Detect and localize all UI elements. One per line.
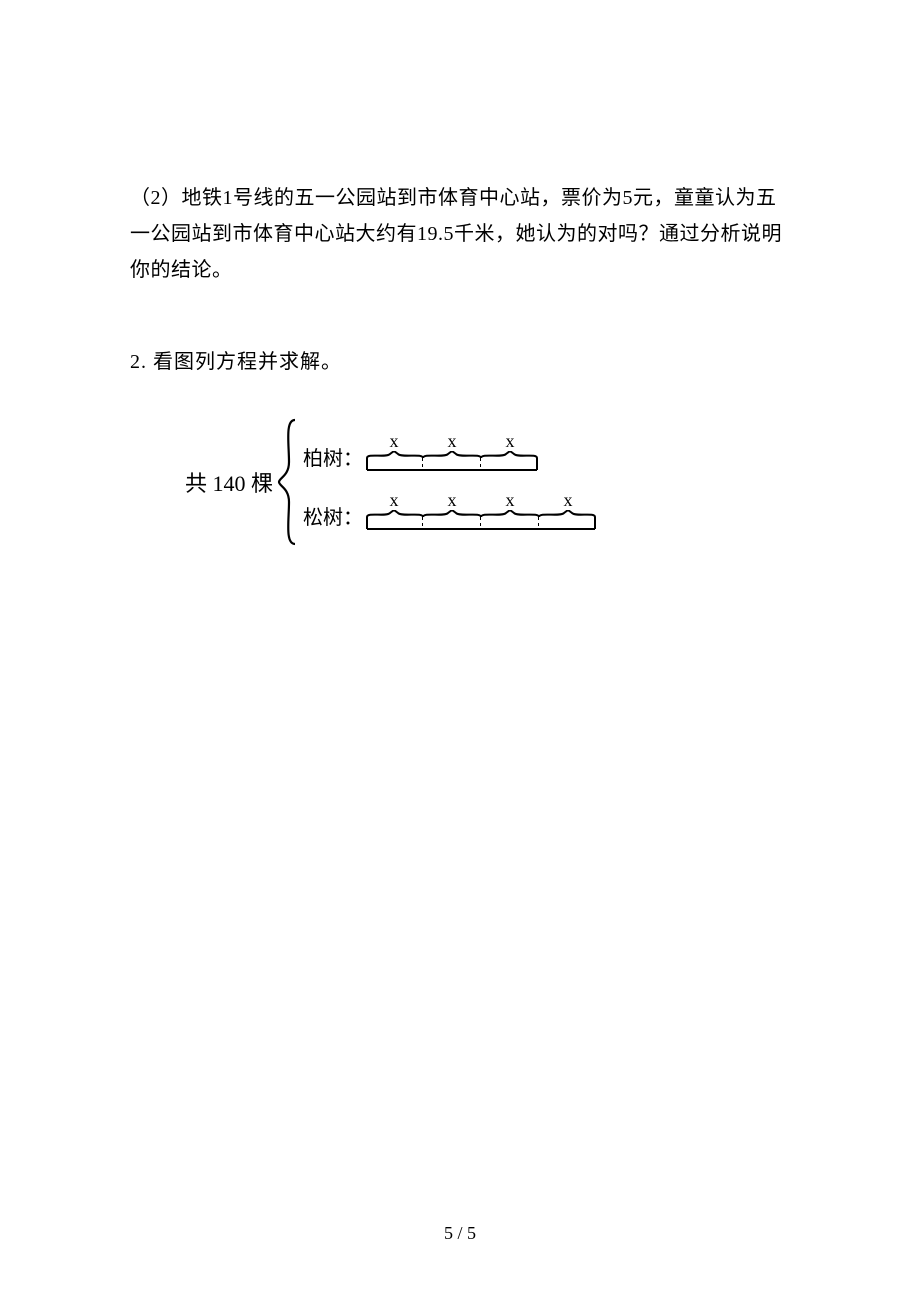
- segment: x: [539, 491, 597, 532]
- diagram-total-label: 共 140 棵: [185, 466, 273, 498]
- segment: x: [481, 432, 539, 473]
- segment-var-label: x: [390, 432, 399, 450]
- left-brace: [275, 416, 299, 548]
- segment-var-label: x: [448, 491, 457, 509]
- row-label-song: 松树：: [303, 501, 363, 530]
- segment: x: [423, 491, 481, 532]
- question-2-stem: 2. 看图列方程并求解。: [130, 344, 790, 380]
- tape-diagram: 共 140 棵 柏树： x x x 松树： x x x x: [185, 416, 685, 548]
- segment-var-label: x: [506, 491, 515, 509]
- segment: x: [423, 432, 481, 473]
- diagram-row-song: 松树： x x x x: [303, 491, 597, 532]
- page-number: 5 / 5: [0, 1223, 920, 1244]
- question-1-sub-2: （2）地铁1号线的五一公园站到市体育中心站，票价为5元，童童认为五一公园站到市体…: [130, 180, 790, 288]
- segments-bai: xxx: [365, 432, 539, 473]
- segment-var-label: x: [448, 432, 457, 450]
- page: （2）地铁1号线的五一公园站到市体育中心站，票价为5元，童童认为五一公园站到市体…: [0, 0, 920, 1302]
- segment: x: [365, 491, 423, 532]
- segment: x: [365, 432, 423, 473]
- segment-var-label: x: [506, 432, 515, 450]
- row-label-bai: 柏树：: [303, 442, 363, 471]
- segment-var-label: x: [564, 491, 573, 509]
- diagram-rows: 柏树： x x x 松树： x x x x: [303, 432, 597, 532]
- diagram-row-bai: 柏树： x x x: [303, 432, 597, 473]
- segments-song: xxxx: [365, 491, 597, 532]
- segment-var-label: x: [390, 491, 399, 509]
- segment: x: [481, 491, 539, 532]
